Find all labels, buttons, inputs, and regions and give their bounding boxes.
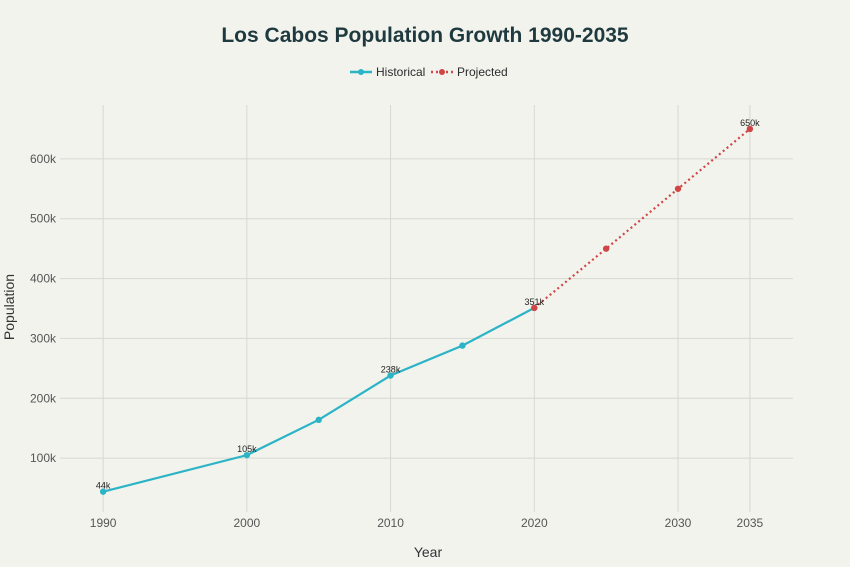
legend-label-historical: Historical — [376, 65, 425, 79]
data-point-projected[interactable] — [746, 125, 754, 133]
chart-title: Los Cabos Population Growth 1990-2035 — [221, 24, 629, 47]
series-line-projected — [533, 128, 751, 309]
data-point-historical[interactable] — [99, 488, 107, 495]
data-label: 650k — [740, 118, 760, 128]
tick-labels: 1990 2000 2010 2020 2030 2035 100k 200k 300k 400k… — [30, 152, 764, 530]
data-point-historical[interactable] — [459, 342, 466, 349]
data-label: 44k — [96, 481, 111, 491]
y-axis-label: Population — [1, 274, 17, 340]
x-tick-label: 2030 — [665, 516, 692, 530]
y-tick-label: 400k — [30, 272, 57, 286]
series-line-historical — [102, 306, 535, 493]
legend-label-projected: Projected — [457, 65, 508, 79]
data-point-historical[interactable] — [315, 416, 322, 424]
data-point-projected[interactable] — [602, 245, 610, 252]
data-label: 105k — [237, 444, 257, 454]
x-axis-label: Year — [414, 544, 443, 560]
y-tick-label: 300k — [30, 331, 57, 345]
series-points — [99, 125, 754, 495]
data-point-projected[interactable] — [531, 304, 538, 312]
legend-marker-projected — [439, 69, 445, 75]
y-tick-label: 100k — [30, 451, 57, 465]
y-tick-label: 500k — [30, 212, 57, 226]
x-tick-label: 2000 — [233, 516, 260, 530]
legend-item-historical[interactable]: Historical — [350, 65, 425, 79]
legend-marker-historical — [358, 69, 364, 75]
y-tick-label: 600k — [30, 152, 57, 166]
legend-item-projected[interactable]: Projected — [431, 65, 508, 79]
data-point-historical[interactable] — [387, 372, 394, 379]
data-point-historical[interactable] — [243, 451, 251, 459]
series-lines — [102, 128, 751, 493]
data-label: 238k — [381, 365, 401, 375]
x-tick-label: 2020 — [521, 516, 548, 530]
y-tick-label: 200k — [30, 391, 57, 405]
data-labels: 44k 105k 238k 351k 650k — [96, 118, 760, 491]
x-tick-label: 2010 — [377, 516, 404, 530]
gridlines — [60, 105, 793, 512]
x-tick-label: 1990 — [90, 516, 117, 530]
x-tick-label: 2035 — [737, 516, 764, 530]
data-label: 351k — [525, 297, 545, 307]
data-point-projected[interactable] — [674, 185, 682, 192]
legend[interactable]: Historical Projected — [350, 65, 508, 79]
